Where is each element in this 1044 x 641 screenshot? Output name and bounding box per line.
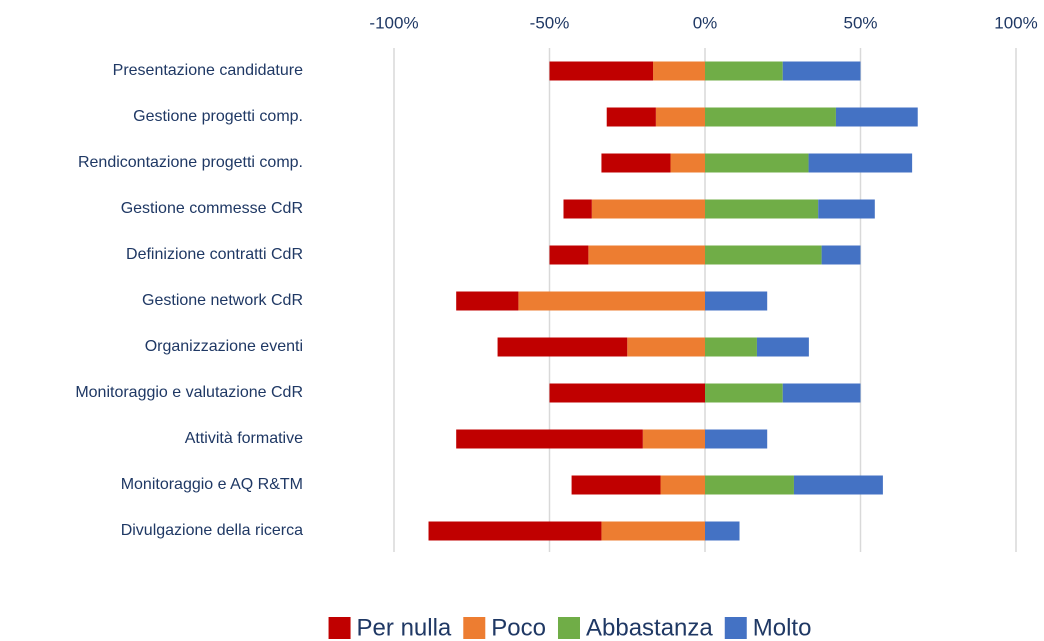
bar-segment bbox=[821, 245, 861, 265]
bar-segment bbox=[705, 429, 768, 449]
category-label: Rendicontazione progetti comp. bbox=[78, 154, 303, 171]
bar-segment bbox=[549, 245, 589, 265]
x-tick-label: -50% bbox=[530, 13, 570, 32]
bar-segment bbox=[627, 337, 705, 357]
legend-swatch bbox=[328, 617, 351, 639]
bar-segment bbox=[705, 199, 819, 219]
bar-segment bbox=[705, 383, 783, 403]
bar-segment bbox=[601, 521, 705, 541]
category-label: Attività formative bbox=[185, 430, 303, 447]
category-label: Divulgazione della ricerca bbox=[121, 522, 303, 539]
bar-segment bbox=[653, 61, 705, 81]
category-label: Organizzazione eventi bbox=[145, 338, 303, 355]
bar-segment bbox=[571, 475, 661, 495]
x-tick-label: -100% bbox=[369, 13, 418, 32]
bar-segment bbox=[705, 475, 794, 495]
category-label: Monitoraggio e AQ R&TM bbox=[121, 476, 303, 493]
bar-segment bbox=[549, 61, 654, 81]
bar-segment bbox=[456, 429, 643, 449]
legend-label: Poco bbox=[491, 614, 546, 641]
x-tick-label: 50% bbox=[843, 13, 877, 32]
bar-segment bbox=[835, 107, 918, 127]
x-tick-label: 0% bbox=[693, 13, 718, 32]
bar-segment bbox=[705, 107, 836, 127]
category-label: Definizione contratti CdR bbox=[126, 246, 303, 263]
bar-segment bbox=[655, 107, 705, 127]
bar-segment bbox=[705, 61, 783, 81]
bar-segment bbox=[705, 245, 822, 265]
bar-segment bbox=[705, 337, 757, 357]
bar-segment bbox=[428, 521, 602, 541]
bar-segment bbox=[705, 291, 768, 311]
category-label: Gestione progetti comp. bbox=[133, 108, 303, 125]
legend-swatch bbox=[463, 617, 486, 639]
bar-segment bbox=[563, 199, 592, 219]
bar-segment bbox=[756, 337, 809, 357]
x-tick-label: 100% bbox=[994, 13, 1037, 32]
bar-segment bbox=[497, 337, 628, 357]
legend-label: Per nulla bbox=[357, 614, 452, 641]
bar-segment bbox=[588, 245, 705, 265]
legend-swatch bbox=[557, 617, 580, 639]
bar-segment bbox=[670, 153, 705, 173]
legend-swatch bbox=[724, 617, 747, 639]
category-label: Monitoraggio e valutazione CdR bbox=[75, 384, 303, 401]
bar-segment bbox=[606, 107, 656, 127]
bar-segment bbox=[518, 291, 705, 311]
bar-segment bbox=[601, 153, 671, 173]
bar-segment bbox=[705, 521, 740, 541]
bar-segment bbox=[808, 153, 913, 173]
category-label: Gestione commesse CdR bbox=[121, 200, 303, 217]
category-label: Gestione network CdR bbox=[142, 292, 303, 309]
bar-segment bbox=[705, 153, 809, 173]
bar-segment bbox=[549, 383, 705, 403]
bar-segment bbox=[660, 475, 705, 495]
bar-segment bbox=[782, 383, 861, 403]
bar-segment bbox=[642, 429, 705, 449]
bar-segment bbox=[591, 199, 705, 219]
legend-label: Molto bbox=[753, 614, 812, 641]
bar-segment bbox=[818, 199, 875, 219]
bar-segment bbox=[782, 61, 861, 81]
bar-segment bbox=[456, 291, 519, 311]
bar-segment bbox=[793, 475, 883, 495]
category-label: Presentazione candidature bbox=[113, 62, 303, 79]
legend-label: Abbastanza bbox=[586, 614, 713, 641]
